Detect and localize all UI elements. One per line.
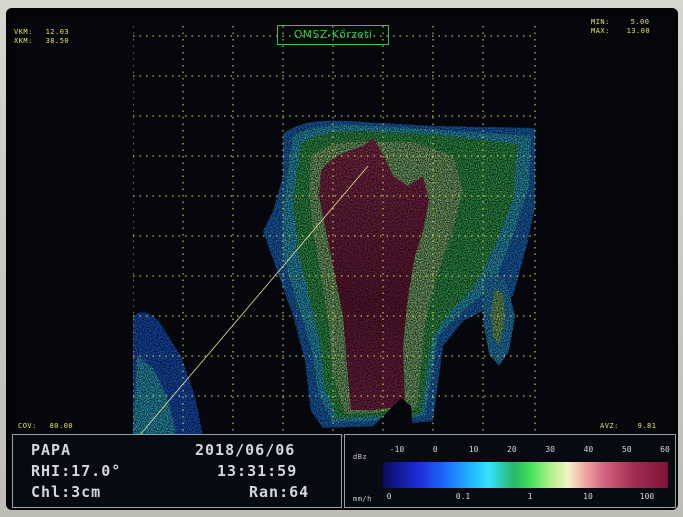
min-value: 5.00 [630, 18, 650, 26]
avz-value: 9.81 [637, 422, 657, 430]
avz-label: AVZ: [600, 422, 619, 430]
xkm-label: XKM: [14, 37, 33, 45]
rain-unit: mm/h [353, 495, 372, 503]
max-readout: MAX: 13.00 [591, 27, 650, 35]
scan-info-panel: PAPA 2018/06/06 RHI:17.0° 13:31:59 Chl:3… [12, 434, 342, 508]
vkm-readout: VKM: 12.03 [14, 28, 69, 36]
dbz-unit: dBz [353, 453, 368, 461]
rhi-plot-svg [133, 26, 536, 437]
avz-readout: AVZ: 9.81 [600, 422, 656, 430]
radar-echo [133, 120, 535, 436]
dbz-tick-label: 10 [468, 445, 479, 454]
dbz-tick-label: 60 [660, 445, 670, 454]
xkm-value: 38.50 [45, 37, 70, 45]
echo-core [319, 138, 429, 410]
vkm-label: VKM: [14, 28, 33, 36]
radar-channel: Chl:3cm [31, 483, 102, 501]
dbz-tick-label: -10 [389, 445, 405, 454]
dbz-tick-label: 20 [507, 445, 517, 454]
rain-rate-tick-label: 1 [527, 492, 533, 501]
min-readout: MIN: 5.00 [591, 18, 649, 26]
max-value: 13.00 [626, 27, 651, 35]
side-cell-core [491, 288, 505, 346]
reflectivity-colorbar [383, 462, 668, 488]
cov-value: 80.00 [49, 422, 74, 430]
rain-rate-tick-label: 100 [639, 492, 655, 501]
dbz-tick-label: 0 [432, 445, 438, 454]
color-scale-panel: dBz -10 0 10 20 30 40 50 60 mm/h 0 0.1 1 10 100 [344, 434, 676, 508]
station-name: PAPA [31, 441, 72, 459]
dbz-tick-label: 50 [621, 445, 632, 454]
rhi-plot-area [133, 16, 557, 444]
rain-rate-tick-label: 0.1 [455, 492, 471, 501]
rain-rate-tick-label: 0 [386, 492, 392, 501]
cov-label: COV: [18, 422, 37, 430]
dbz-tick-label: 30 [545, 445, 555, 454]
dbz-tick-label: 40 [583, 445, 594, 454]
rain-rate-tick-label: 10 [583, 492, 593, 501]
xkm-readout: XKM: 38.50 [14, 37, 69, 45]
elevation-ray [138, 165, 369, 437]
station-logo: OMSZ-Kőrzeti [277, 25, 389, 45]
min-label: MIN: [591, 18, 610, 26]
cov-readout: COV: 80.00 [18, 422, 73, 430]
ground-clutter-core [133, 356, 177, 436]
scan-time: 13:31:59 [217, 462, 298, 480]
max-label: MAX: [591, 27, 610, 35]
vkm-value: 12.03 [45, 28, 70, 36]
scan-date: 2018/06/06 [195, 441, 296, 459]
radar-range: Ran:64 [249, 483, 310, 501]
scan-mode: RHI:17.0° [31, 462, 122, 480]
radar-display-screen: VKM: 12.03 XKM: 38.50 MIN: 5.00 MAX: 13.… [6, 8, 678, 510]
blocked-sector [363, 398, 413, 436]
